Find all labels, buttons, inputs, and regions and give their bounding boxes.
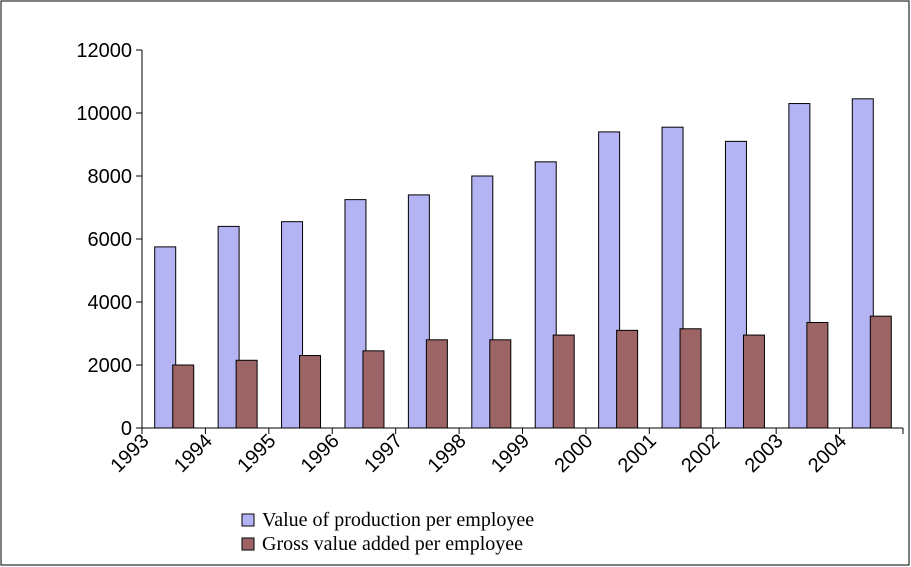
bar <box>679 328 702 429</box>
y-tick-label: 2000 <box>88 355 133 377</box>
y-tick-label: 4000 <box>88 292 133 314</box>
bar <box>172 364 195 429</box>
bar <box>217 225 240 429</box>
bar <box>869 315 892 429</box>
bar <box>281 221 304 429</box>
bar <box>788 103 811 429</box>
bar <box>344 199 367 429</box>
legend-swatch <box>241 537 255 551</box>
bar <box>471 175 494 429</box>
bar <box>425 339 448 429</box>
y-tick-label: 10000 <box>76 103 132 125</box>
bar <box>598 131 621 429</box>
bar <box>489 339 512 429</box>
bar <box>806 321 829 429</box>
legend-swatch <box>241 513 255 527</box>
bar <box>742 334 765 429</box>
y-tick-label: 12000 <box>76 40 132 62</box>
y-tick-label: 6000 <box>88 229 133 251</box>
bar <box>362 350 385 429</box>
bar <box>235 359 258 429</box>
bar <box>661 126 684 429</box>
y-tick-label: 0 <box>121 418 132 440</box>
bar <box>154 246 177 429</box>
bar <box>534 161 557 429</box>
bar <box>299 355 322 429</box>
bar <box>552 334 575 429</box>
bar <box>616 329 639 429</box>
legend-label: Gross value added per employee <box>262 533 523 555</box>
bar <box>407 194 430 429</box>
bar <box>724 140 747 429</box>
legend-label: Value of production per employee <box>262 509 534 531</box>
bar <box>851 98 874 429</box>
y-tick-label: 8000 <box>88 166 133 188</box>
